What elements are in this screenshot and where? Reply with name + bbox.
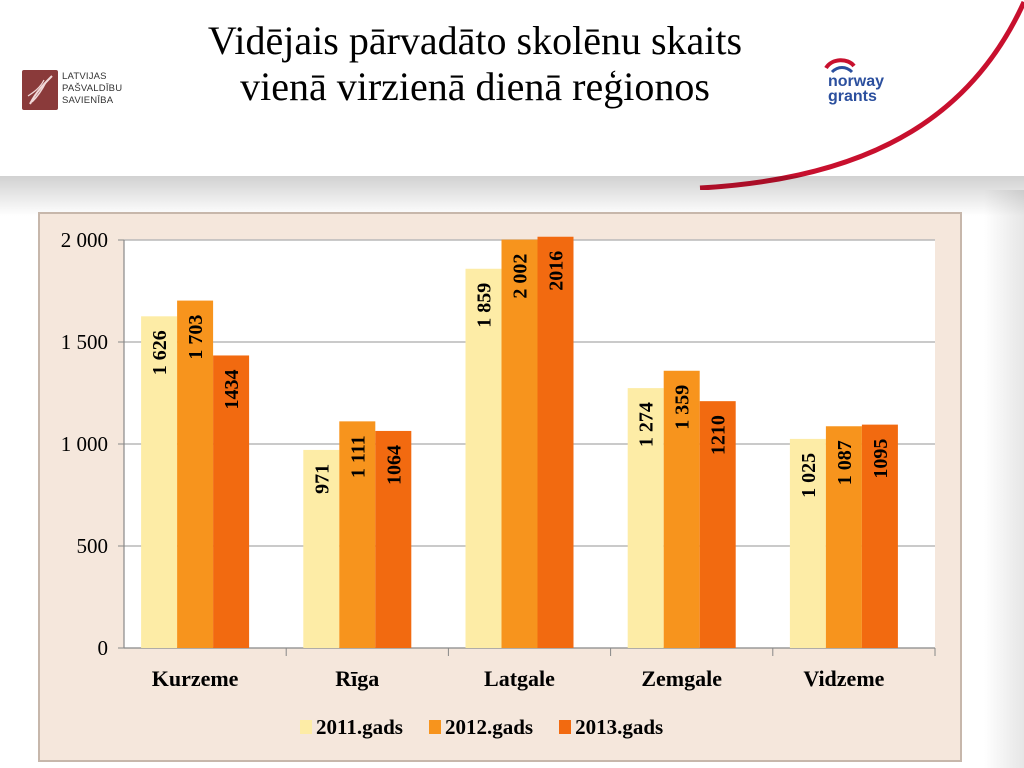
norway-grants-line: norway — [828, 73, 885, 90]
bar-data-label: 1 111 — [347, 435, 369, 478]
bar-data-label: 1 087 — [834, 440, 856, 485]
lps-logo: LATVIJAS PAŠVALDĪBU SAVIENĪBA — [22, 70, 132, 112]
legend-swatch — [559, 720, 572, 734]
bar-data-label: 1095 — [870, 439, 892, 479]
x-category-label: Zemgale — [641, 666, 722, 691]
slide-title: Vidējais pārvadāto skolēnu skaits vienā … — [140, 18, 810, 110]
legend-swatch — [300, 720, 312, 734]
x-category-label: Kurzeme — [152, 666, 239, 691]
legend-item: 2013.gads — [559, 715, 663, 740]
legend-swatch — [428, 720, 441, 734]
norway-grants-swirl-icon — [824, 58, 856, 74]
bar — [627, 388, 664, 648]
bar — [303, 449, 340, 648]
legend-label: 2011.gads — [316, 714, 403, 739]
bar — [501, 239, 538, 649]
lps-logo-line: LATVIJAS — [62, 71, 107, 82]
lps-logo-line: PAŠVALDĪBU — [62, 83, 123, 94]
bar — [663, 370, 700, 648]
legend-item: 2012.gads — [428, 714, 534, 740]
norway-grants-text: norway grants — [828, 73, 885, 105]
y-tick-label: 1 000 — [61, 432, 108, 456]
bar-data-label: 1 025 — [798, 453, 820, 498]
chart-legend: 2011.gads 2012.gads 2013.gads — [300, 712, 663, 742]
bar-data-label: 971 — [311, 464, 333, 494]
bar — [825, 426, 862, 648]
norway-grants-logo: norway grants — [822, 56, 912, 116]
slide-title-line-1: Vidējais pārvadāto skolēnu skaits — [207, 18, 743, 63]
y-tick-label: 1 500 — [61, 330, 108, 354]
bar — [375, 430, 412, 648]
x-category-label: Latgale — [484, 666, 555, 691]
bar-data-label: 2016 — [546, 251, 568, 291]
bar-data-label: 1 626 — [149, 330, 171, 375]
lps-logo-line: SAVIENĪBA — [62, 95, 114, 106]
bar-data-label: 1 859 — [474, 283, 496, 328]
bar-data-label: 1 359 — [672, 385, 694, 430]
slide-header — [0, 0, 1024, 190]
y-tick-label: 500 — [77, 534, 109, 558]
bar — [699, 401, 736, 648]
y-tick-label: 0 — [98, 636, 109, 660]
bar — [213, 355, 250, 648]
legend-label: 2013.gads — [575, 714, 664, 739]
bar — [177, 300, 214, 648]
lps-logo-feather-icon — [27, 75, 53, 105]
legend-label: 2012.gads — [444, 714, 534, 739]
legend-item: 2011.gads — [300, 715, 403, 740]
header-shadow — [0, 176, 1024, 216]
bar — [141, 316, 178, 648]
header-swoosh — [699, 0, 1024, 190]
slide-title-line-2: vienā virzienā dienā reģionos — [240, 64, 710, 109]
bar-data-label: 1 274 — [636, 402, 658, 447]
norway-grants-line: grants — [828, 88, 877, 105]
x-category-label: Rīga — [335, 666, 379, 691]
y-tick-label: 2 000 — [61, 228, 108, 252]
bar — [465, 268, 502, 648]
bar-data-label: 1434 — [221, 369, 243, 409]
lps-logo-mark — [22, 70, 58, 110]
bar — [339, 421, 376, 648]
bar-data-label: 1 703 — [185, 315, 207, 360]
bar-data-label: 1064 — [383, 445, 405, 485]
lps-logo-text: LATVIJAS PAŠVALDĪBU SAVIENĪBA — [62, 71, 122, 107]
bar — [537, 236, 574, 648]
bar-data-label: 2 002 — [510, 254, 532, 299]
bar-data-label: 1210 — [708, 415, 730, 455]
bar — [861, 424, 898, 648]
x-category-label: Vidzeme — [803, 666, 884, 691]
bar — [789, 438, 826, 648]
